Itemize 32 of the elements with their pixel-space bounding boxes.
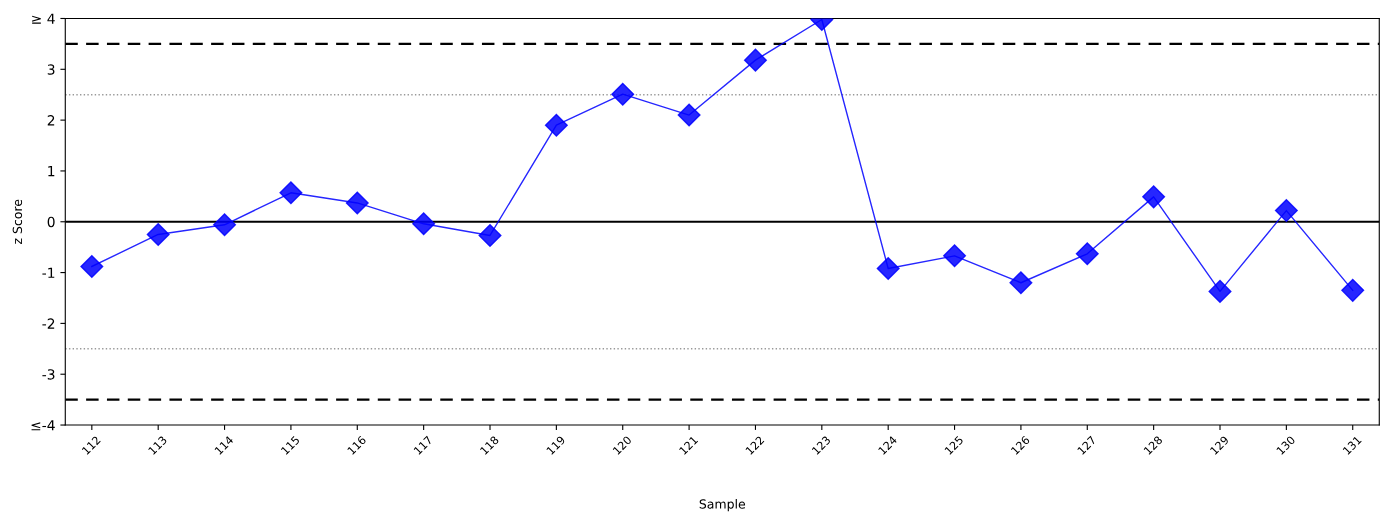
point bbox=[1142, 185, 1166, 209]
point bbox=[677, 103, 701, 127]
point bbox=[146, 222, 170, 246]
y-tick-label: 3 bbox=[47, 64, 55, 75]
point bbox=[478, 223, 502, 247]
x-tick-label: 121 bbox=[678, 435, 699, 455]
point bbox=[544, 113, 568, 137]
point bbox=[80, 254, 104, 278]
point bbox=[279, 181, 303, 205]
point bbox=[743, 48, 767, 72]
point bbox=[943, 244, 967, 268]
y-tick-label: 0 bbox=[47, 216, 55, 228]
point bbox=[345, 191, 369, 215]
x-axis-title: Sample bbox=[699, 499, 746, 512]
point bbox=[1274, 199, 1298, 223]
y-tick-label: -2 bbox=[42, 318, 55, 329]
y-axis-title: z Score bbox=[12, 199, 23, 244]
point bbox=[1208, 279, 1232, 303]
y-tick-label: ≤-4 bbox=[31, 420, 55, 431]
y-tick-label: -1 bbox=[42, 267, 55, 278]
y-tick-label: -3 bbox=[42, 369, 55, 380]
point bbox=[1009, 271, 1033, 295]
point bbox=[876, 257, 900, 281]
y-tick-label: 1 bbox=[48, 166, 55, 177]
point bbox=[412, 212, 436, 236]
point bbox=[1341, 278, 1365, 302]
y-tick-label: ≥ 4 bbox=[32, 13, 55, 24]
point bbox=[1075, 242, 1099, 266]
y-tick-label: 2 bbox=[47, 115, 55, 126]
point bbox=[611, 82, 635, 106]
point bbox=[213, 213, 237, 237]
x-tick-label: 131 bbox=[1342, 435, 1362, 455]
